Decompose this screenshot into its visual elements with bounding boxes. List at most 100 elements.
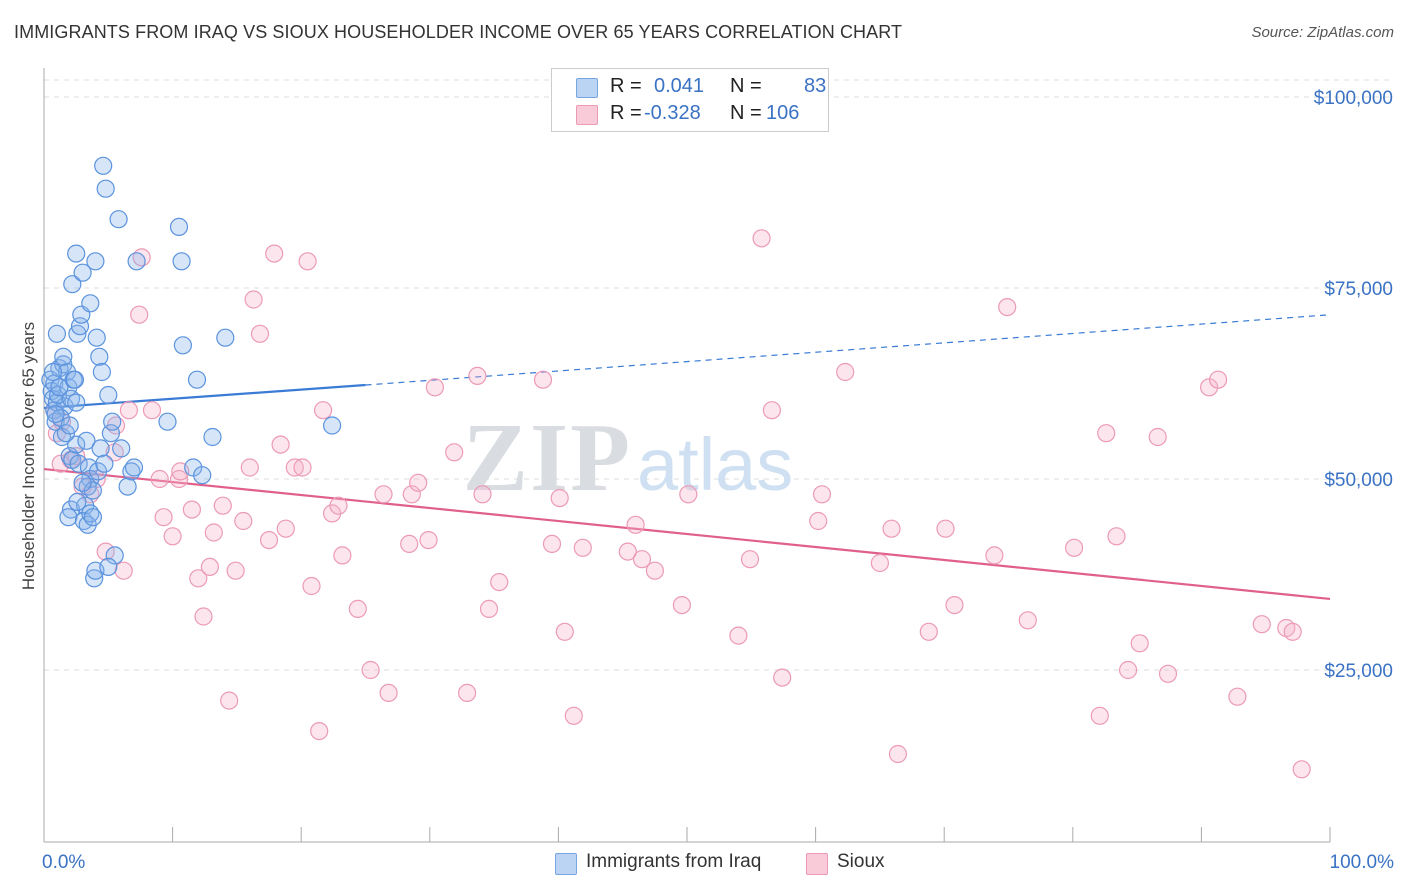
sioux-point (573, 538, 592, 557)
iraq-point (73, 473, 92, 492)
sioux-point (479, 599, 499, 619)
sioux-point (200, 557, 219, 577)
sioux-point (870, 553, 890, 573)
sioux-point (293, 458, 312, 477)
sioux-point (310, 721, 329, 741)
sioux-point (555, 622, 574, 641)
sioux-point (672, 595, 692, 615)
sioux-point (285, 458, 304, 477)
iraq-point (124, 458, 144, 477)
sioux-point (1292, 760, 1311, 779)
iraq-point (87, 328, 106, 347)
sioux-point (1252, 615, 1271, 634)
iraq-trend-dashed (365, 314, 1331, 386)
iraq-point (68, 492, 87, 511)
iraq-point (85, 569, 104, 588)
source-label: Source: ZipAtlas.com (1251, 24, 1394, 41)
sioux-point (213, 496, 232, 515)
sioux-point (729, 626, 748, 645)
trend-lines (43, 314, 1331, 601)
iraq-point (118, 477, 137, 496)
sioux-point (150, 469, 169, 489)
iraq-point (67, 435, 86, 454)
legend-n-value: 83 (804, 75, 827, 97)
sioux-point (119, 401, 138, 420)
chart-title: IMMIGRANTS FROM IRAQ VS SIOUX HOUSEHOLDE… (14, 22, 903, 42)
iraq-point (43, 362, 63, 382)
watermark: ZIP atlas (463, 404, 794, 512)
iraq-point (69, 454, 88, 473)
iraq-point (83, 508, 103, 527)
legend-r-label: R = (610, 75, 642, 97)
sioux-point (468, 366, 487, 385)
sioux-point (425, 378, 444, 397)
sioux-point (618, 542, 637, 561)
legend-n-label: N = (730, 102, 762, 124)
sioux-point (888, 744, 908, 764)
sioux-point (204, 523, 223, 542)
iraq-point (67, 393, 86, 412)
iraq-point (81, 294, 100, 313)
iraq-point (95, 454, 114, 473)
sioux-point (445, 443, 464, 462)
sioux-point (836, 362, 855, 382)
iraq-point (103, 412, 122, 431)
sioux-point (1097, 424, 1116, 443)
iraq-point (70, 317, 90, 336)
sioux-point (96, 542, 115, 561)
y-axis-label: Householder Income Over 65 years (19, 321, 38, 591)
y-tick-label: $100,000 (1314, 88, 1393, 109)
sioux-point (163, 527, 182, 546)
sioux-point (645, 561, 665, 580)
sioux-point (1090, 706, 1109, 725)
iraq-point (94, 156, 113, 175)
x-axis-max-label: 100.0% (1329, 852, 1394, 873)
sioux-point (752, 229, 771, 248)
iraq-point (173, 336, 192, 355)
iraq-point (158, 412, 177, 431)
iraq-point (54, 347, 73, 366)
iraq-point (83, 481, 103, 500)
legend-swatch-sioux (576, 105, 598, 125)
iraq-point (47, 324, 67, 343)
sioux-point (1064, 538, 1084, 557)
iraq-point (46, 405, 65, 424)
sioux-point (259, 530, 279, 550)
sioux-trend-line (43, 467, 1331, 601)
sioux-point (302, 576, 321, 596)
bottom-legend-swatch-iraq (555, 853, 577, 875)
legend-n-value: 106 (766, 102, 800, 124)
sioux-point (169, 469, 189, 489)
sioux-point (400, 534, 419, 554)
iraq-point (63, 275, 82, 294)
sioux-point (762, 401, 782, 420)
iraq-point (99, 385, 118, 405)
y-tick-label: $25,000 (1324, 661, 1393, 682)
iraq-point (187, 370, 207, 389)
sioux-point (271, 435, 290, 454)
iraq-point (99, 557, 118, 577)
sioux-point (740, 550, 760, 569)
sioux-point (182, 500, 201, 519)
sioux-point (276, 519, 295, 538)
correlation-legend: R = 0.041 N = 83 R = -0.328 N = 106 (551, 68, 829, 132)
sioux-point (361, 660, 380, 680)
iraq-point (101, 424, 121, 443)
iraq-point (67, 244, 86, 263)
bottom-legend-swatch-sioux (806, 853, 828, 875)
iraq-point (91, 439, 110, 458)
iraq-point (169, 217, 189, 236)
sioux-point (473, 485, 492, 504)
sioux-point (142, 401, 162, 420)
sioux-point (220, 691, 239, 710)
sioux-point (114, 561, 133, 580)
iraq-point (216, 328, 235, 347)
sioux-point (265, 244, 284, 263)
iraq-point (203, 427, 222, 447)
y-tick-label: $75,000 (1324, 279, 1393, 300)
sioux-point (490, 572, 509, 592)
sioux-point (374, 485, 393, 504)
sioux-point (626, 515, 645, 534)
sioux-point (1228, 687, 1247, 706)
iraq-point (60, 416, 79, 435)
